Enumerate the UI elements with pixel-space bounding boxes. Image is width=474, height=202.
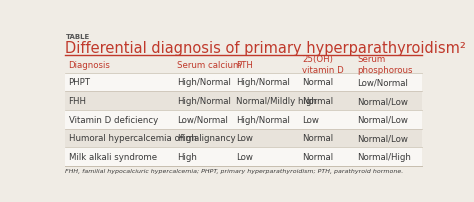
Text: 25(OH)
vitamin D: 25(OH) vitamin D — [302, 55, 344, 75]
Text: High/Normal: High/Normal — [177, 97, 231, 106]
Text: High: High — [177, 152, 197, 161]
Text: High/Normal: High/Normal — [236, 115, 290, 124]
Text: Milk alkali syndrome: Milk alkali syndrome — [69, 152, 157, 161]
Text: FHH, familial hypocalciuric hypercalcemia; PHPT, primary hyperparathyroidism; PT: FHH, familial hypocalciuric hypercalcemi… — [65, 168, 404, 173]
Bar — [65, 110, 422, 129]
Text: Diagnosis: Diagnosis — [69, 60, 110, 69]
Text: Normal/Mildly high: Normal/Mildly high — [236, 97, 317, 106]
Text: Low: Low — [236, 134, 253, 143]
Bar — [65, 73, 422, 92]
Text: Normal/Low: Normal/Low — [357, 115, 408, 124]
Text: High: High — [177, 134, 197, 143]
Text: Normal/Low: Normal/Low — [357, 97, 408, 106]
Text: Normal: Normal — [302, 97, 333, 106]
Bar — [65, 92, 422, 110]
Text: Humoral hypercalcemia of malignancy: Humoral hypercalcemia of malignancy — [69, 134, 235, 143]
Text: Normal: Normal — [302, 134, 333, 143]
Text: Low/Normal: Low/Normal — [357, 78, 408, 87]
Text: High/Normal: High/Normal — [177, 78, 231, 87]
Text: Serum
phosphorous: Serum phosphorous — [357, 55, 413, 75]
Text: PHPT: PHPT — [69, 78, 91, 87]
Text: Vitamin D deficiency: Vitamin D deficiency — [69, 115, 158, 124]
Text: High/Normal: High/Normal — [236, 78, 290, 87]
Text: TABLE: TABLE — [65, 34, 90, 39]
Bar — [65, 129, 422, 147]
Text: Normal/Low: Normal/Low — [357, 134, 408, 143]
Text: Differential diagnosis of primary hyperparathyroidism²: Differential diagnosis of primary hyperp… — [65, 41, 466, 56]
Text: Normal: Normal — [302, 78, 333, 87]
Text: Serum calcium: Serum calcium — [177, 60, 242, 69]
Text: PTH: PTH — [236, 60, 253, 69]
Text: FHH: FHH — [69, 97, 87, 106]
Text: Low: Low — [302, 115, 319, 124]
Text: Normal: Normal — [302, 152, 333, 161]
Text: Low: Low — [236, 152, 253, 161]
Text: Normal/High: Normal/High — [357, 152, 411, 161]
Text: Low/Normal: Low/Normal — [177, 115, 228, 124]
Bar — [65, 147, 422, 166]
